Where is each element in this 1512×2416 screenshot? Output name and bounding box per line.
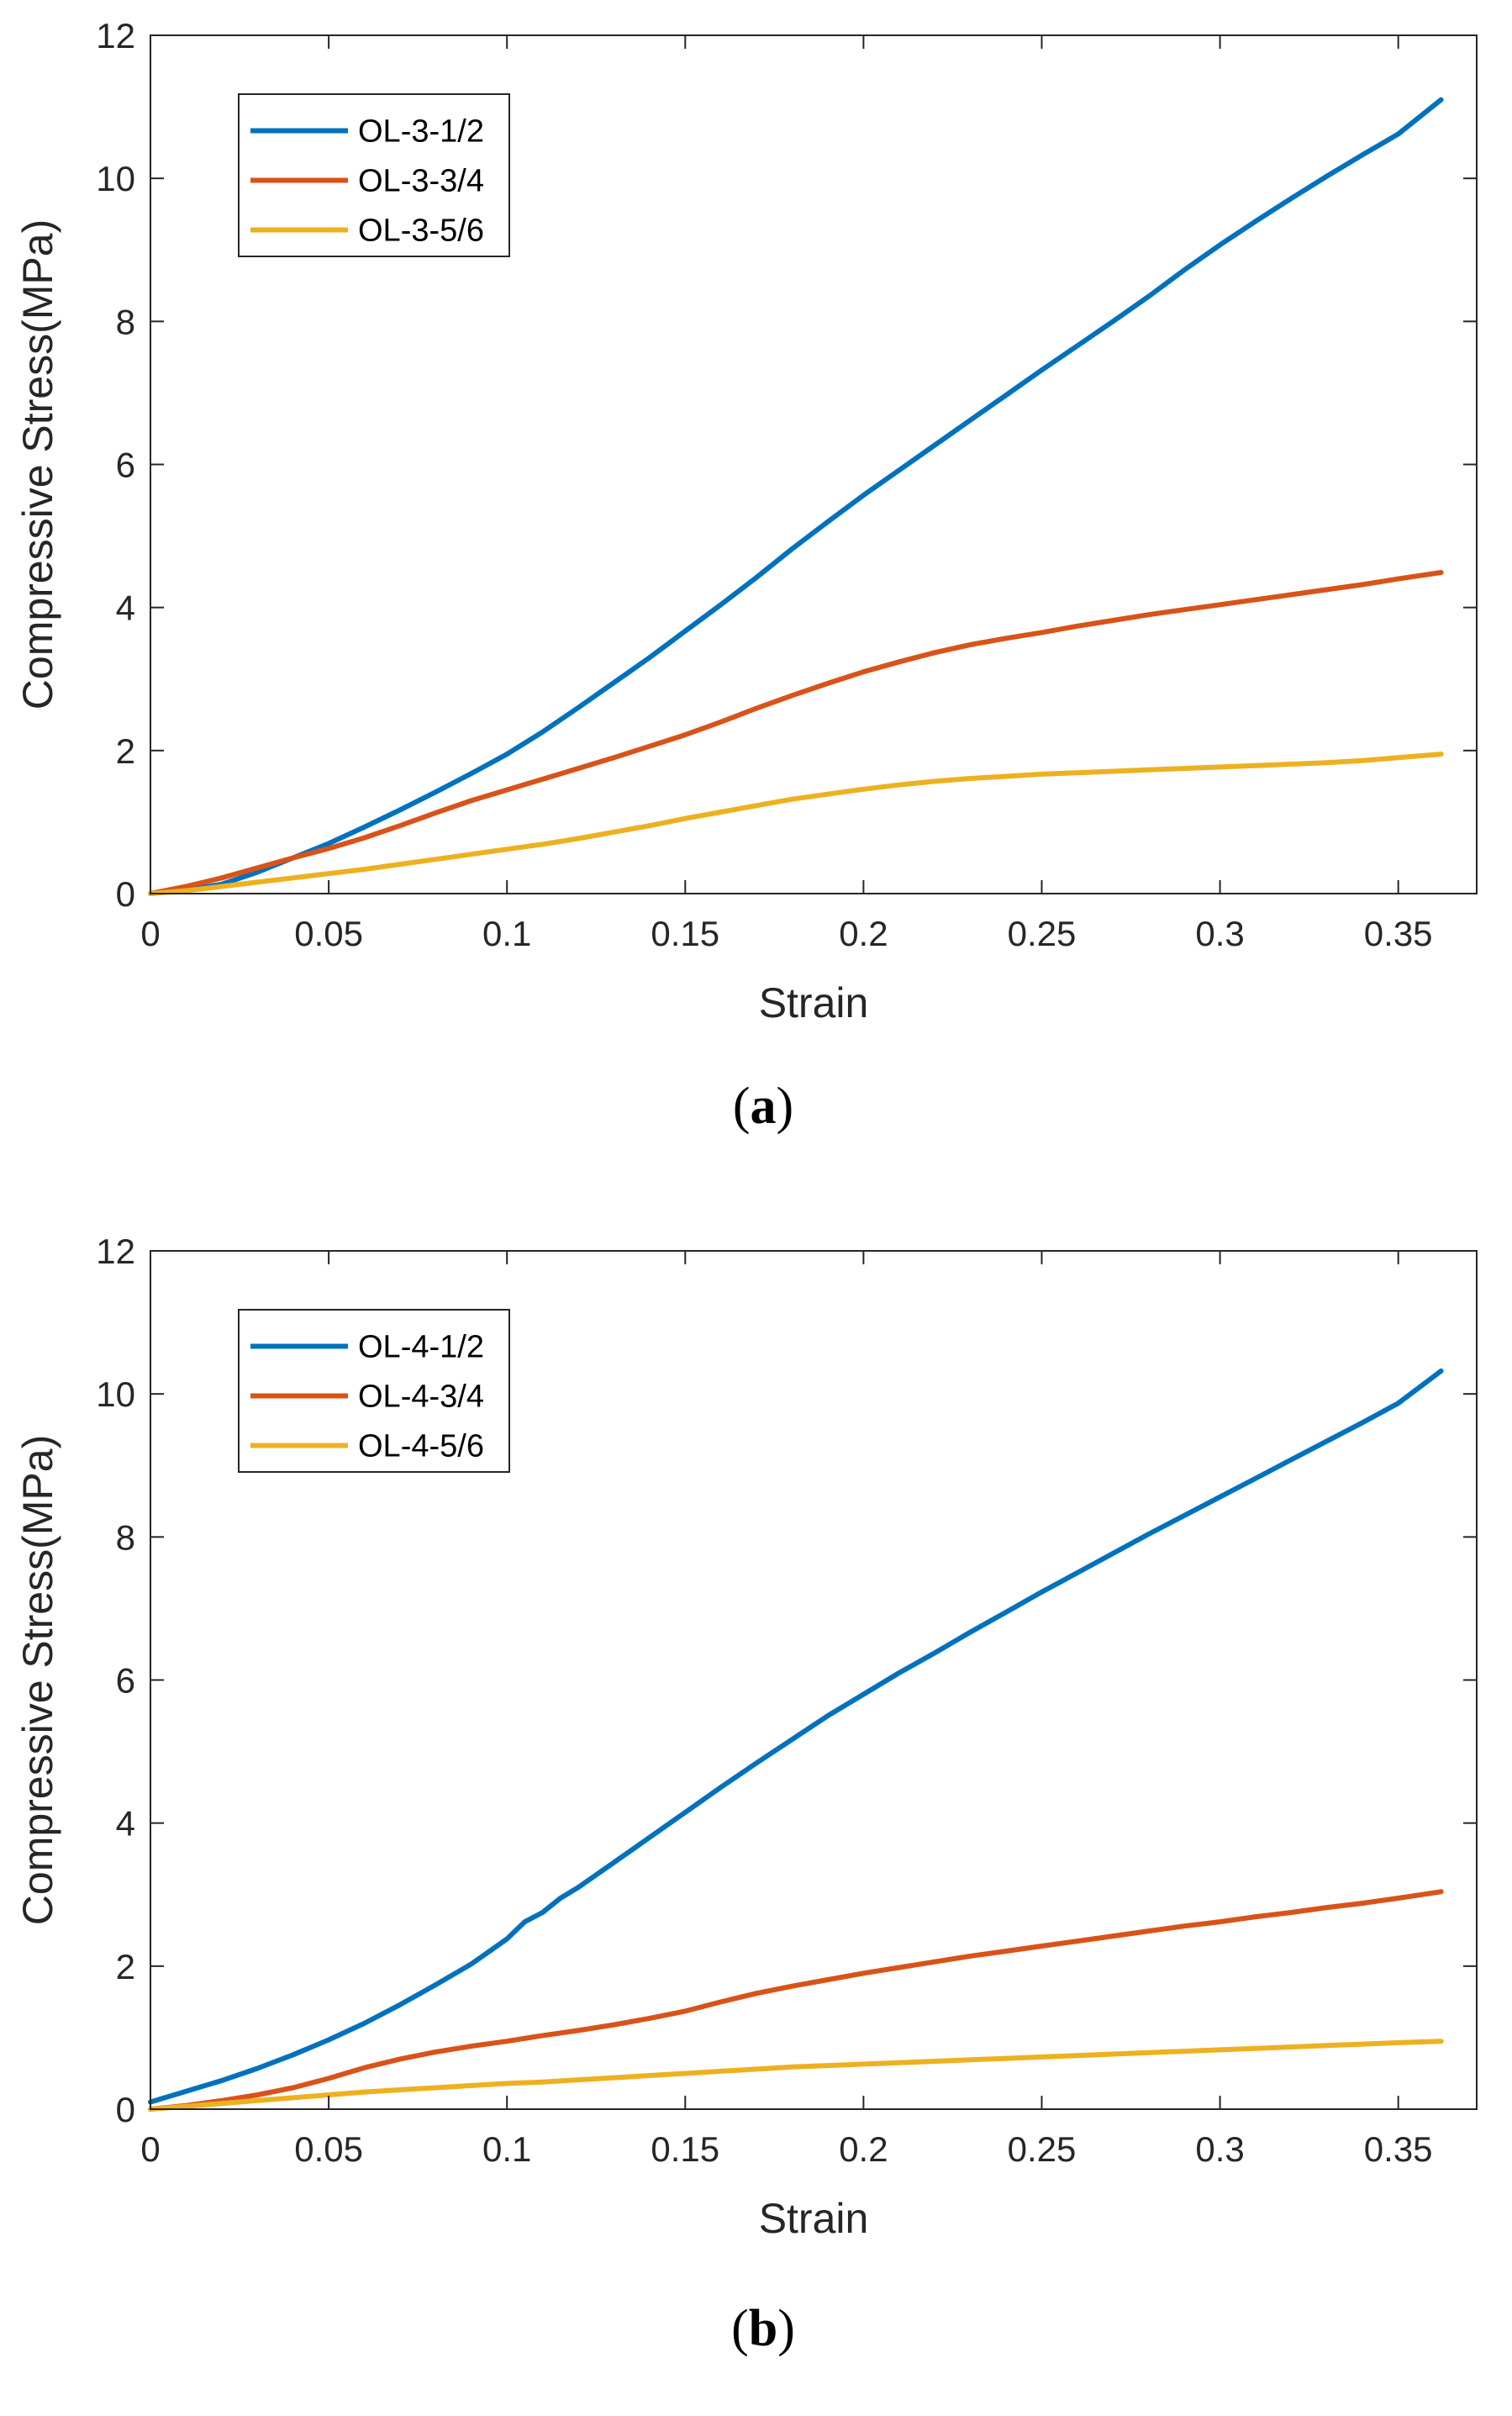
chart-a-x-tick-label: 0.05 [294,914,363,953]
chart-b-series-line-3 [148,2039,1444,2112]
chart-a-series-line-3 [148,752,1444,896]
chart-b-y-tick-label: 8 [116,1517,135,1557]
chart-b-x-tick-label: 0.1 [482,2129,531,2169]
chart-b-legend-label-1: OL-4-1/2 [358,1330,484,1365]
chart-a-x-tick-label: 0.35 [1364,914,1433,953]
chart-b-y-tick-label: 10 [96,1374,135,1414]
chart-b-x-tick-label: 0.05 [294,2129,363,2169]
chart-a-y-tick-label: 2 [116,731,135,771]
chart-a-x-axis-label: Strain [759,979,869,1026]
chart-a-y-tick-label: 8 [116,302,135,341]
chart-b-y-tick-label: 0 [116,2090,135,2129]
chart-a-x-tick-label: 0.2 [839,914,888,953]
chart-a: 0 0.05 0.1 0.15 0.2 0.25 0.3 0.35 0 2 4 6 8 10 12 Strai… [14,16,1478,1135]
chart-b-x-tick-label: 0.3 [1195,2129,1244,2169]
chart-b-y-tick-label: 2 [116,1947,135,1986]
chart-b-y-tick-label: 4 [116,1804,135,1844]
chart-a-x-tick-label: 0.1 [482,914,531,953]
chart-b-legend: OL-4-1/2 OL-4-3/4 OL-4-5/6 [238,1309,510,1473]
chart-b-legend-label-3: OL-4-5/6 [358,1429,484,1464]
chart-b-series-line-1 [148,1368,1444,2105]
chart-a-x-tick-label: 0.25 [1008,914,1077,953]
chart-a-legend-label-2: OL-3-3/4 [358,164,484,199]
chart-a-x-tick-label: 0.3 [1195,914,1244,953]
chart-a-legend-label-1: OL-3-1/2 [358,114,484,150]
chart-b: 0 0.05 0.1 0.15 0.2 0.25 0.3 0.35 0 2 4 6 8 10 12 Strai… [14,1232,1478,2357]
chart-b-x-axis-label: Strain [759,2195,869,2242]
chart-a-x-tick-label: 0 [140,914,160,953]
chart-b-x-tick-label: 0.2 [839,2129,888,2169]
chart-a-legend: OL-3-1/2 OL-3-3/4 OL-3-5/6 [238,93,510,257]
chart-b-x-tick-label: 0.15 [651,2129,719,2169]
chart-a-y-tick-label: 0 [116,874,135,914]
chart-a-y-tick-label: 12 [96,16,135,55]
chart-a-panel-label: (a) [733,1078,793,1135]
chart-b-y-tick-label: 12 [96,1232,135,1271]
chart-a-legend-label-3: OL-3-5/6 [358,214,484,249]
chart-a-y-axis-label: Compressive Stress(MPa) [14,219,61,710]
chart-b-x-tick-label: 0 [140,2129,160,2169]
chart-a-y-tick-label: 6 [116,446,135,485]
chart-a-series-line-1 [148,97,1444,896]
chart-a-x-tick-label: 0.15 [651,914,719,953]
chart-b-x-tick-label: 0.35 [1364,2129,1433,2169]
chart-b-y-axis-label: Compressive Stress(MPa) [14,1435,61,1925]
chart-b-panel-label: (b) [731,2300,795,2357]
chart-b-y-tick-label: 6 [116,1661,135,1701]
chart-a-series-line-2 [148,570,1444,896]
chart-a-y-tick-label: 4 [116,588,135,628]
chart-b-legend-label-2: OL-4-3/4 [358,1379,484,1415]
chart-b-x-tick-label: 0.25 [1008,2129,1077,2169]
chart-a-y-tick-label: 10 [96,159,135,198]
chart-b-series-line-2 [148,1889,1444,2112]
